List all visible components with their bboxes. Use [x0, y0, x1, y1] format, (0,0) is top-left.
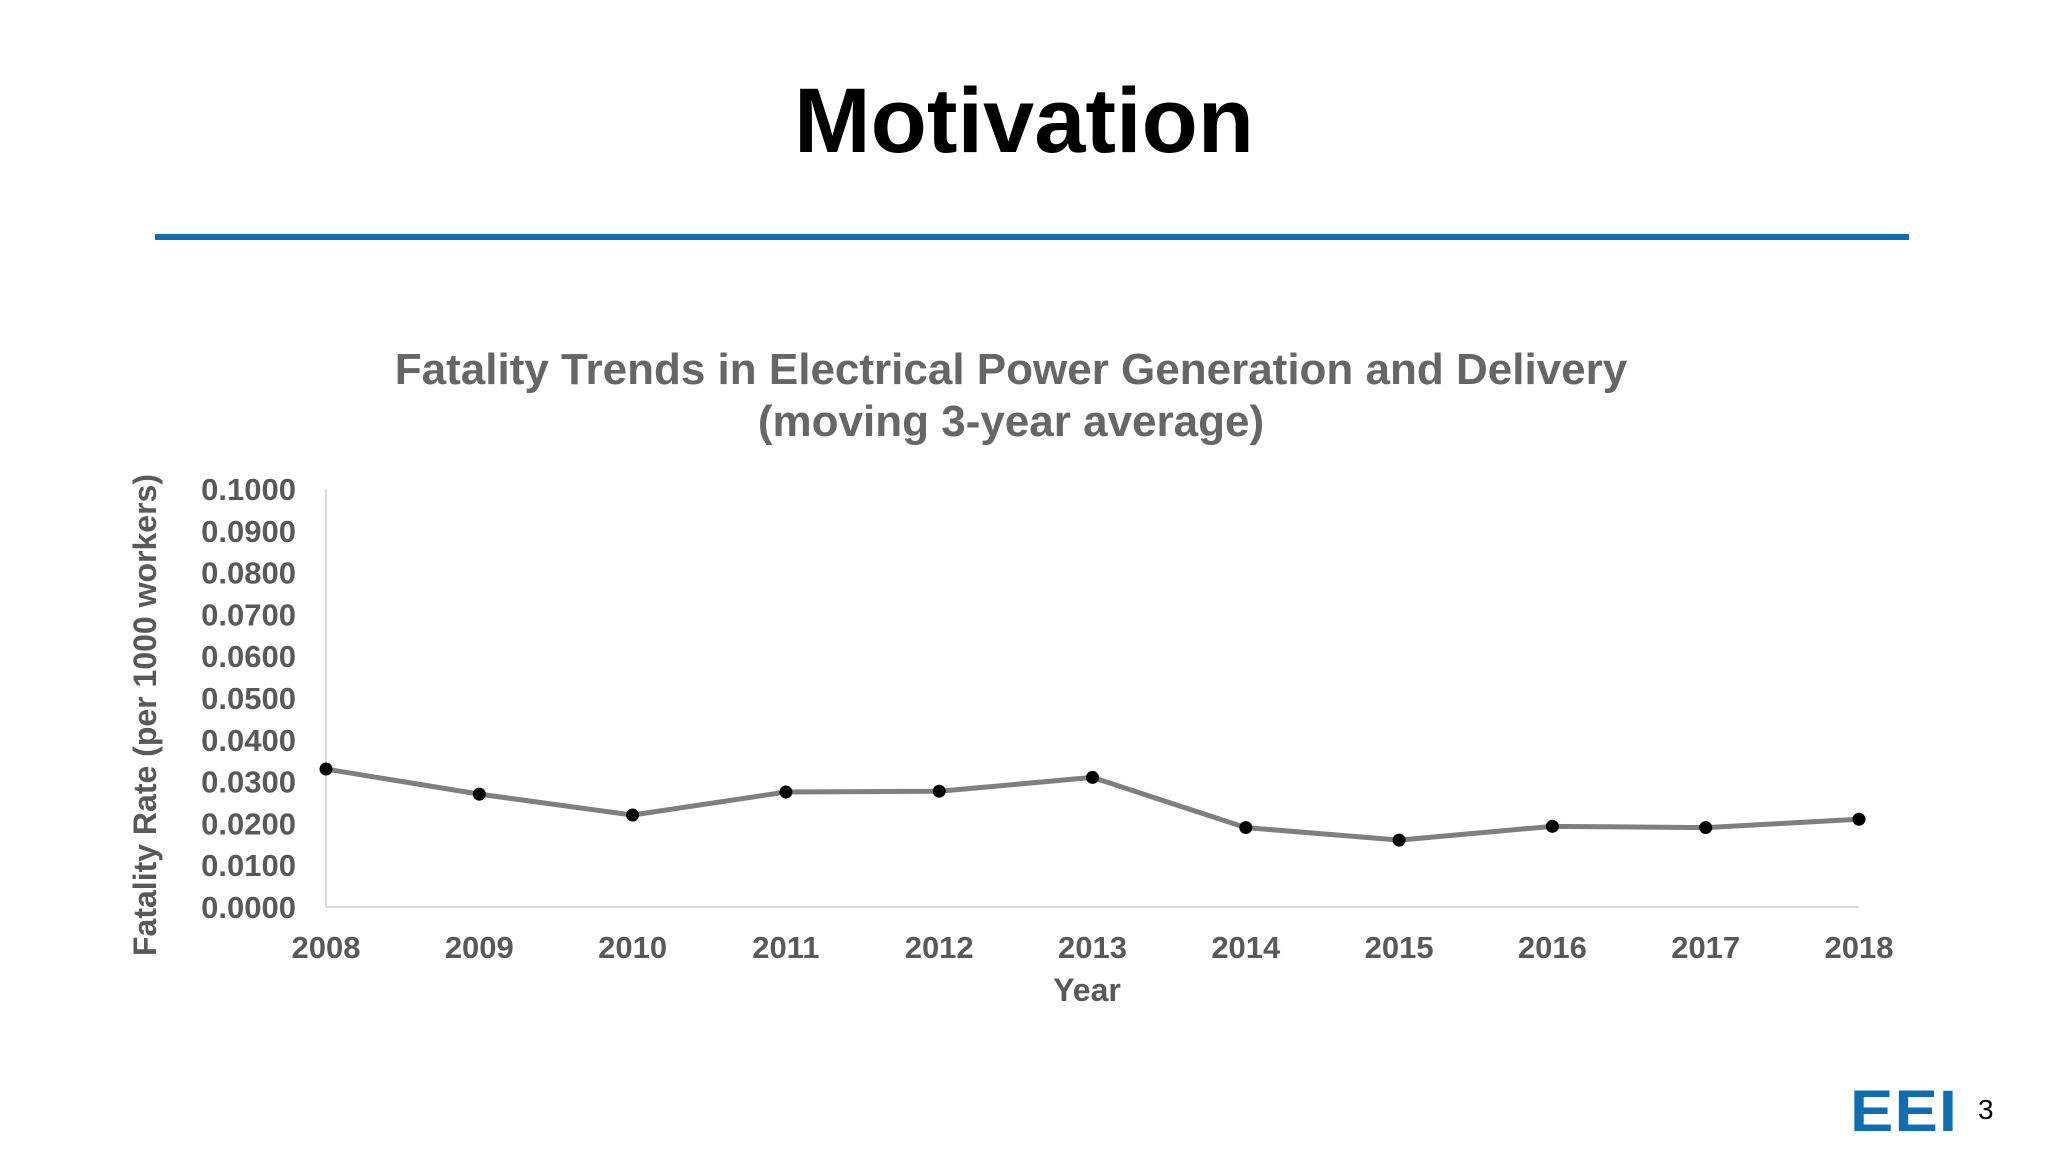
y-tick-label: 0.0200 [201, 806, 296, 841]
y-tick-label: 0.1000 [201, 472, 296, 507]
y-tick-label: 0.0100 [201, 848, 296, 883]
x-tick-label: 2013 [1058, 930, 1127, 965]
data-point [932, 784, 946, 798]
y-tick-label: 0.0600 [201, 639, 296, 674]
x-tick-label: 2012 [905, 930, 974, 965]
x-tick-label: 2016 [1518, 930, 1587, 965]
y-tick-label: 0.0000 [201, 890, 296, 925]
data-point [1239, 821, 1253, 835]
series-layer [319, 762, 1866, 847]
data-point [1699, 821, 1713, 835]
x-tick-label: 2010 [598, 930, 667, 965]
data-point [472, 787, 486, 801]
data-point [1545, 819, 1559, 833]
data-point [1086, 770, 1099, 784]
x-tick-label: 2015 [1365, 930, 1434, 965]
x-axis-label: Year [1053, 972, 1121, 1008]
data-point [1392, 833, 1406, 847]
y-tick-label: 0.0500 [201, 681, 296, 716]
y-tick-labels: 0.0000 0.0100 0.0200 0.0300 0.0400 0.0500 0.06… [201, 472, 296, 925]
y-tick-label: 0.0900 [201, 514, 296, 549]
chart-title: Fatality Trends in Electrical Power Gene… [395, 345, 1628, 394]
data-point [779, 785, 793, 799]
page-number: 3 [1978, 1094, 1994, 1125]
x-tick-label: 2014 [1211, 930, 1281, 965]
y-axis-label: Fatality Rate (per 1000 workers) [127, 474, 163, 956]
chart-axes [325, 489, 1859, 908]
title-rule [155, 234, 1909, 240]
y-tick-label: 0.0400 [201, 723, 296, 758]
eei-logo: EEI [1850, 1079, 1959, 1144]
x-tick-label: 2008 [292, 930, 361, 965]
data-point [1852, 812, 1866, 826]
data-point [319, 762, 333, 776]
slide-title: Motivation [794, 70, 1254, 172]
data-point [626, 808, 640, 822]
y-tick-label: 0.0800 [201, 556, 296, 591]
y-tick-label: 0.0700 [201, 597, 296, 632]
x-tick-label: 2017 [1671, 930, 1740, 965]
x-tick-label: 2018 [1825, 930, 1894, 965]
x-tick-label: 2011 [752, 930, 819, 965]
x-tick-labels: 2008 2009 2010 2011 2012 2013 2014 2015 2016 2017… [292, 930, 1894, 965]
y-tick-label: 0.0300 [201, 765, 296, 800]
chart-subtitle: (moving 3-year average) [758, 397, 1264, 446]
x-tick-label: 2009 [445, 930, 514, 965]
